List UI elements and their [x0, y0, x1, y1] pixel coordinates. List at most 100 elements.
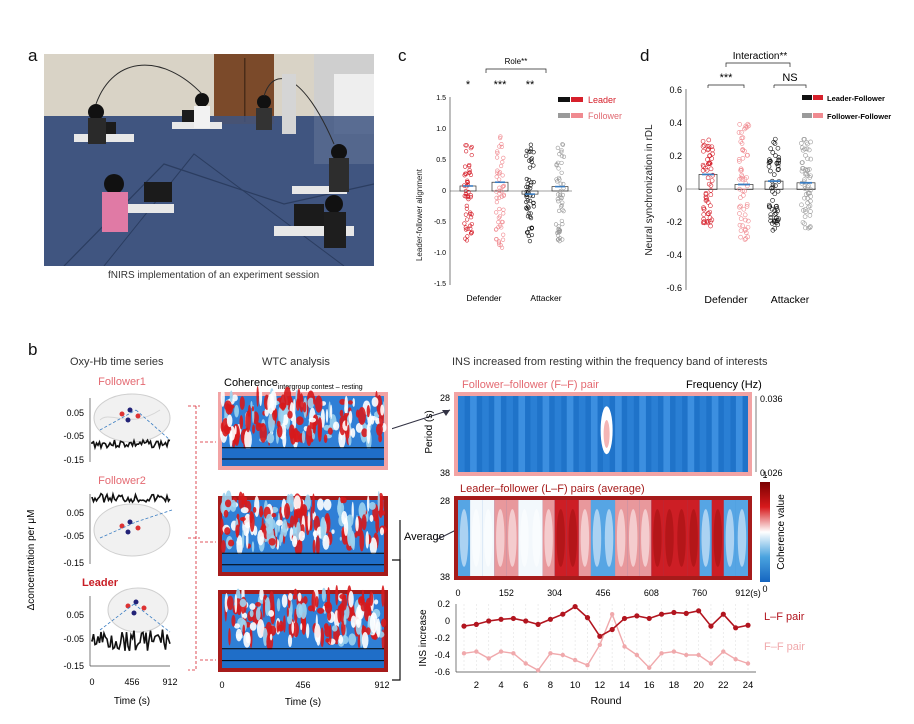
chart-d-point: [700, 138, 706, 144]
chart-d-point: [770, 227, 776, 233]
wtc-heatmap-ff: [219, 385, 387, 466]
period-tick: 38: [440, 468, 450, 478]
chart-d-point: [738, 203, 743, 209]
ins-point: [572, 657, 578, 663]
chart-c-legend-leader: Leader: [588, 95, 616, 105]
freq-tick: 0.036: [760, 394, 783, 404]
chart-d-point: [705, 200, 711, 205]
round-tick: 12: [595, 680, 606, 691]
chart-c-point: [494, 155, 500, 160]
chart-c-ylabel: Leader-follower alignment: [415, 168, 424, 261]
ins-ylabel: INS increase: [418, 609, 429, 667]
ts-xtick: 912: [162, 677, 177, 687]
ins-point: [609, 612, 615, 617]
chart-c-point: [497, 191, 502, 196]
chart-c-point: [560, 237, 565, 242]
chart-d-point: [808, 139, 813, 145]
chart-c-point: [496, 195, 502, 201]
chart-c-point: [529, 225, 534, 231]
chart-d-point: [767, 159, 773, 164]
chart-c-point: [557, 228, 563, 233]
chart-c-point: [498, 135, 503, 141]
chart-d-point: [800, 160, 805, 165]
ins-point: [560, 652, 565, 658]
chart-c-point: [501, 211, 506, 216]
chart-d-point: [737, 122, 742, 127]
chart-c-point: [559, 170, 564, 175]
chart-c-point: [468, 226, 473, 231]
chart-d-point: [801, 179, 807, 185]
chart-c-point: [525, 181, 530, 187]
col2-title: WTC analysis: [262, 356, 330, 368]
chart-d-point: [742, 188, 747, 194]
chart-c-point: [501, 192, 507, 197]
chart-c-point: [496, 219, 501, 225]
chart-d-point: [775, 163, 781, 169]
chart-c-star: *: [466, 79, 471, 91]
chart-d-point: [700, 220, 706, 226]
chart-d-point: [740, 155, 746, 161]
chart-c-point: [495, 168, 500, 173]
chart-d-point: [737, 204, 742, 210]
chart-c-point: [463, 236, 468, 241]
ins-point: [659, 651, 664, 656]
chart-c-point: [557, 177, 562, 182]
colorbar: [760, 482, 770, 582]
chart-d-point: [800, 220, 806, 225]
lf-series-label: L–F pair: [764, 611, 805, 623]
chart-d-point: [802, 136, 807, 142]
chart-d-point: [740, 188, 745, 193]
chart-c-ytick: 1.0: [436, 126, 446, 133]
chart-c-point: [527, 198, 533, 203]
chart-d-point: [771, 218, 777, 224]
chart-c-point: [529, 180, 534, 185]
chart-d-point: [706, 211, 711, 216]
chart-c-point: [531, 163, 536, 168]
chart-d-point: [738, 234, 743, 240]
chart-d-point: [706, 137, 712, 143]
chart-c-point: [495, 149, 500, 154]
chart-d-point: [705, 175, 711, 181]
chart-d-point: [701, 219, 707, 224]
ins-point: [523, 618, 529, 624]
chart-c-point: [463, 212, 468, 217]
leader-label: Leader: [82, 577, 119, 589]
chart-c-point: [465, 217, 470, 222]
ins-point: [585, 663, 590, 668]
ins-point: [622, 644, 627, 649]
chart-d-ytick: -0.2: [666, 217, 682, 227]
wtc-time-tick: 912(s): [735, 588, 761, 598]
chart-c-point: [529, 156, 535, 161]
chart-c-point: [524, 153, 529, 158]
chart-d-point: [775, 145, 781, 151]
chart-c-point: [531, 201, 536, 206]
chart-d-point: [707, 161, 713, 166]
ins-point: [634, 613, 640, 619]
chart-d-point: [738, 216, 744, 221]
chart-c-point: [499, 144, 504, 150]
chart-d-point: [745, 224, 751, 230]
chart-c-point: [500, 173, 505, 178]
chart-d-point: [808, 173, 813, 179]
chart-d-point: [803, 209, 808, 215]
coherence-sub: intergroup contest – resting: [278, 384, 363, 391]
ins-point: [708, 661, 714, 666]
chart-d-point: [702, 143, 707, 148]
chart-c-ytick: 1.5: [436, 95, 446, 102]
chart-d-point: [772, 191, 778, 197]
chart-d-point: [740, 223, 745, 229]
chart-c-point: [468, 146, 473, 151]
chart-d-point: [708, 223, 713, 229]
chart-d-point: [799, 141, 804, 146]
chart-d-point: [739, 167, 744, 173]
chart-c-point: [500, 237, 506, 242]
chart-d-point: [703, 166, 708, 171]
ins-point: [473, 621, 479, 627]
wtc-xtick: 912: [374, 680, 389, 690]
chart-d-point: [737, 186, 742, 192]
chart-c-point: [561, 181, 566, 187]
chart-d-point: [737, 211, 742, 216]
chart-c-point: [499, 163, 504, 169]
chart-d-point: [741, 193, 746, 198]
round-tick: 4: [498, 680, 503, 691]
